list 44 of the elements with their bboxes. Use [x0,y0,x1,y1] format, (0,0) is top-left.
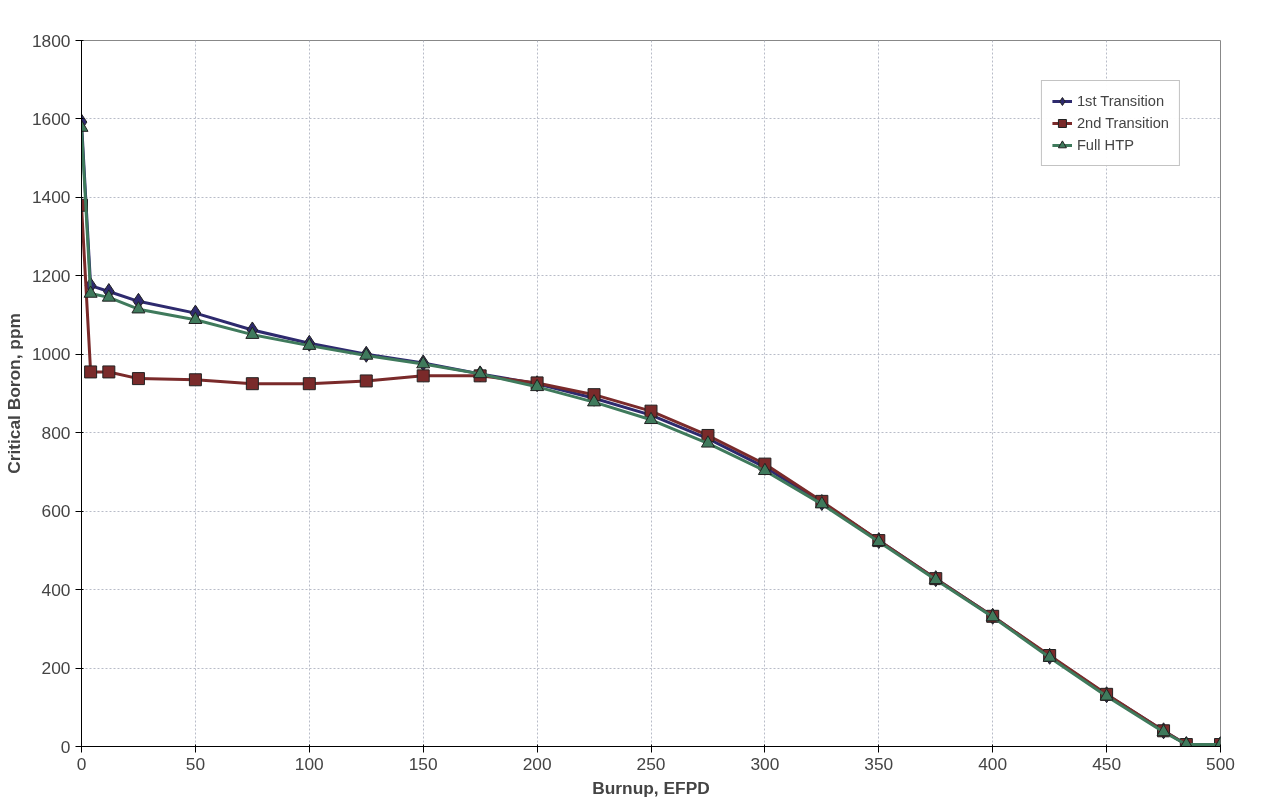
y-tick-label: 1800 [31,30,71,51]
legend-label: Full HTP [1076,137,1134,153]
point [302,377,316,391]
y-tick-label: 1400 [31,187,71,208]
legend-label: 1st Transition [1076,93,1165,109]
x-tick-label: 500 [1206,753,1235,774]
x-tick-label: 300 [750,753,780,774]
y-tick-label: 1600 [31,108,71,129]
point [473,365,488,379]
y-tick-label: 0 [60,736,71,757]
point [83,285,98,298]
point [587,394,602,407]
point [359,374,373,388]
point [102,365,116,379]
x-tick-label: 50 [185,753,206,774]
y-tick-label: 1000 [31,344,71,365]
point [101,289,116,302]
point [131,372,145,386]
point [416,369,430,383]
x-tick-label: 350 [864,753,894,774]
x-tick-label: 150 [408,753,438,774]
x-tick-label: 0 [76,753,87,774]
y-tick-label: 600 [41,501,71,522]
y-tick-label: 400 [41,579,71,600]
point [757,462,772,476]
legend-label: 2nd Transition [1076,115,1169,131]
point [188,373,202,387]
y-tick-label: 800 [41,422,71,443]
point [131,301,146,314]
x-tick-label: 200 [522,753,552,774]
point [188,311,203,325]
x-tick-label: 250 [636,753,666,774]
x-axis-title: Burnup, EFPD [592,777,710,798]
x-tick-label: 450 [1092,753,1122,774]
point [644,411,658,425]
point [245,377,259,391]
y-tick-label: 1200 [31,265,71,286]
y-axis-title: Critical Boron, ppm [3,313,24,474]
point [700,435,715,448]
x-tick-label: 100 [294,753,324,774]
x-tick-label: 400 [978,753,1008,774]
y-tick-label: 200 [41,658,71,679]
point [245,326,260,339]
point [84,365,98,379]
